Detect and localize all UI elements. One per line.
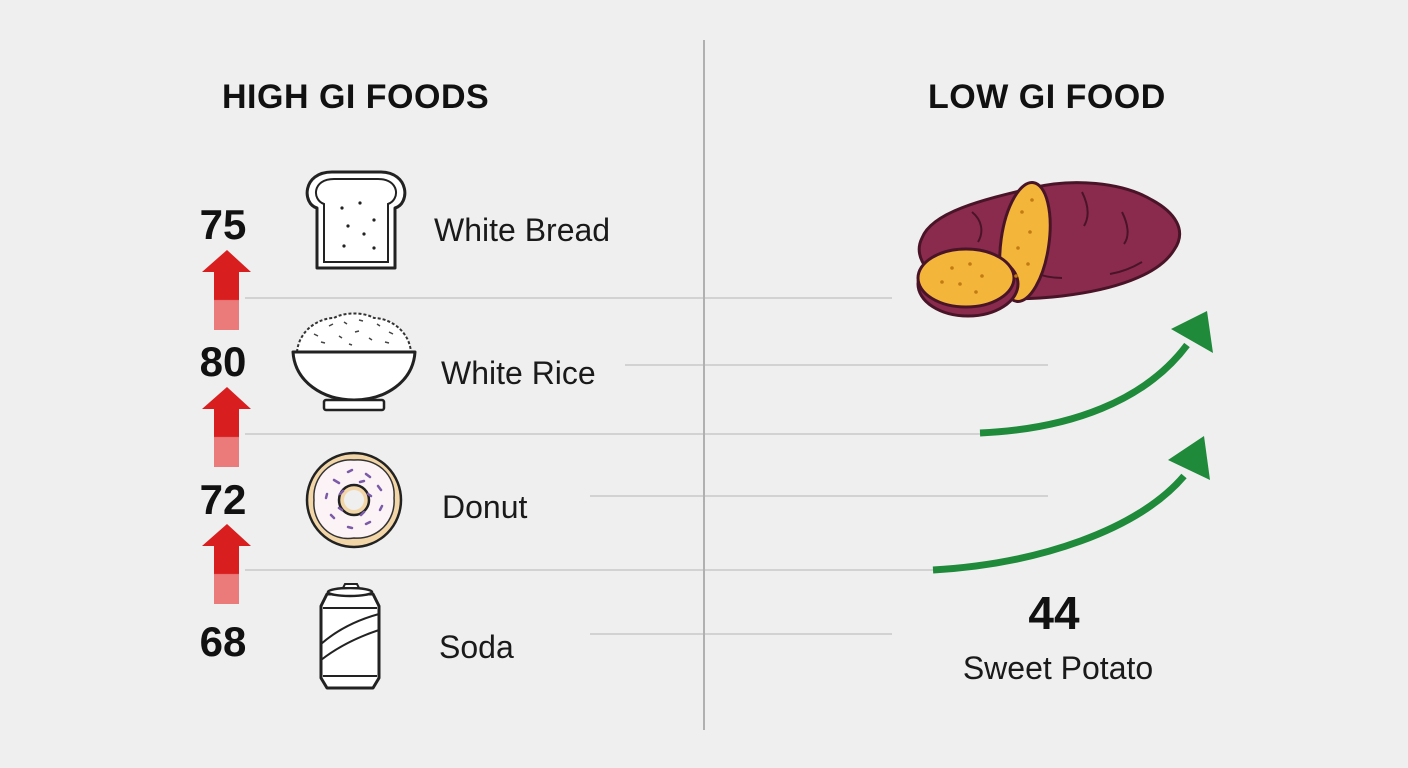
bread-icon: [305, 170, 407, 270]
green-curved-arrow: [932, 436, 1210, 574]
soda-can-icon: [319, 583, 381, 690]
sweet-potato-label: Sweet Potato: [962, 650, 1154, 686]
food-label-white-bread: White Bread: [434, 212, 611, 248]
green-curved-arrow: [979, 311, 1213, 437]
red-up-arrow: [202, 524, 251, 604]
red-up-arrow: [202, 250, 251, 330]
rice-bowl-icon: [291, 312, 417, 412]
food-label-soda: Soda: [439, 629, 514, 665]
gi-value-white-bread: 75: [199, 201, 247, 248]
donut-icon: [305, 451, 403, 549]
red-up-arrow: [202, 387, 251, 467]
gi-value-white-rice: 80: [199, 338, 247, 385]
gi-value-soda: 68: [199, 618, 247, 665]
food-label-white-rice: White Rice: [441, 355, 596, 391]
food-label-donut: Donut: [442, 489, 528, 525]
sweet-potato-icon: [916, 180, 1181, 318]
high-gi-heading: HIGH GI FOODS: [222, 78, 490, 116]
center-divider: [703, 40, 705, 730]
sweet-potato-gi-value: 44: [1028, 587, 1080, 639]
low-gi-heading: LOW GI FOOD: [928, 78, 1166, 116]
gi-value-donut: 72: [199, 476, 247, 523]
